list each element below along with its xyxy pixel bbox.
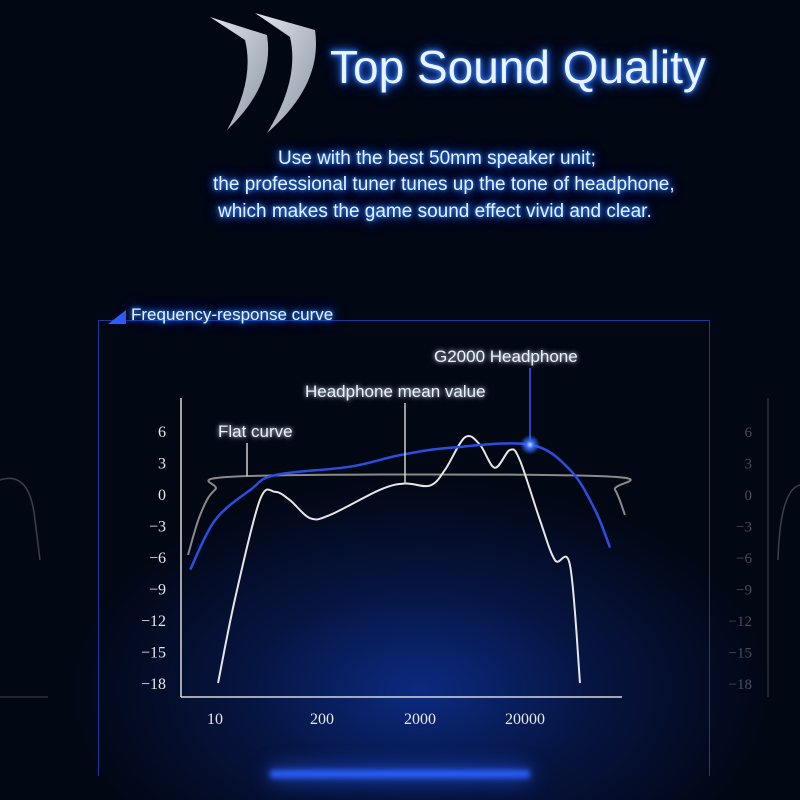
- y-tick-label: −15: [141, 645, 166, 662]
- side-y-tick-label: −12: [729, 614, 752, 630]
- side-y-tick-label: 6: [745, 425, 753, 441]
- highlight-point: [520, 434, 540, 455]
- description-line-2: the professional tuner tunes up the tone…: [213, 174, 675, 195]
- side-chart-curve: [777, 484, 800, 561]
- side-y-tick-label: −18: [729, 677, 752, 693]
- y-tick-label: 0: [158, 487, 166, 504]
- annotation-label: Flat curve: [218, 422, 293, 441]
- page-title: Top Sound Quality: [330, 41, 706, 93]
- side-y-tick-label: −15: [729, 646, 752, 662]
- side-y-tick-label: −9: [736, 583, 752, 599]
- x-tick-label: 20000: [505, 711, 545, 728]
- series-line-g2000-headphone: [189, 442, 612, 571]
- logo-double-crescent-icon: [210, 13, 316, 133]
- y-tick-label: −18: [141, 676, 166, 693]
- side-y-tick-label: −3: [736, 520, 752, 536]
- chart-panel: [98, 320, 710, 776]
- description-line-1: Use with the best 50mm speaker unit;: [278, 148, 596, 169]
- y-tick-label: −12: [141, 613, 166, 630]
- y-tick-label: −9: [149, 582, 166, 599]
- annotation-label: Headphone mean value: [305, 382, 486, 401]
- y-tick-label: 3: [158, 456, 166, 473]
- description-line-3: which makes the game sound effect vivid …: [218, 201, 652, 222]
- side-y-tick-label: 3: [745, 457, 753, 473]
- decorative-light-bar: [270, 770, 530, 778]
- y-tick-label: 6: [158, 424, 166, 441]
- side-y-tick-label: 0: [745, 488, 753, 504]
- x-tick-label: 2000: [404, 711, 436, 728]
- x-tick-label: 10: [207, 711, 223, 728]
- series-line-flat-curve: [187, 473, 632, 556]
- side-chart-curve: [0, 477, 41, 561]
- y-tick-label: −3: [149, 519, 166, 536]
- panel-corner-icon: [108, 310, 126, 324]
- chart-title: Frequency-response curve: [131, 305, 334, 324]
- side-y-tick-label: −6: [736, 551, 752, 567]
- y-tick-label: −6: [149, 550, 166, 567]
- x-tick-label: 200: [310, 711, 334, 728]
- annotation-label: G2000 Headphone: [434, 347, 578, 366]
- series-line-headphone-mean-value: [217, 434, 581, 684]
